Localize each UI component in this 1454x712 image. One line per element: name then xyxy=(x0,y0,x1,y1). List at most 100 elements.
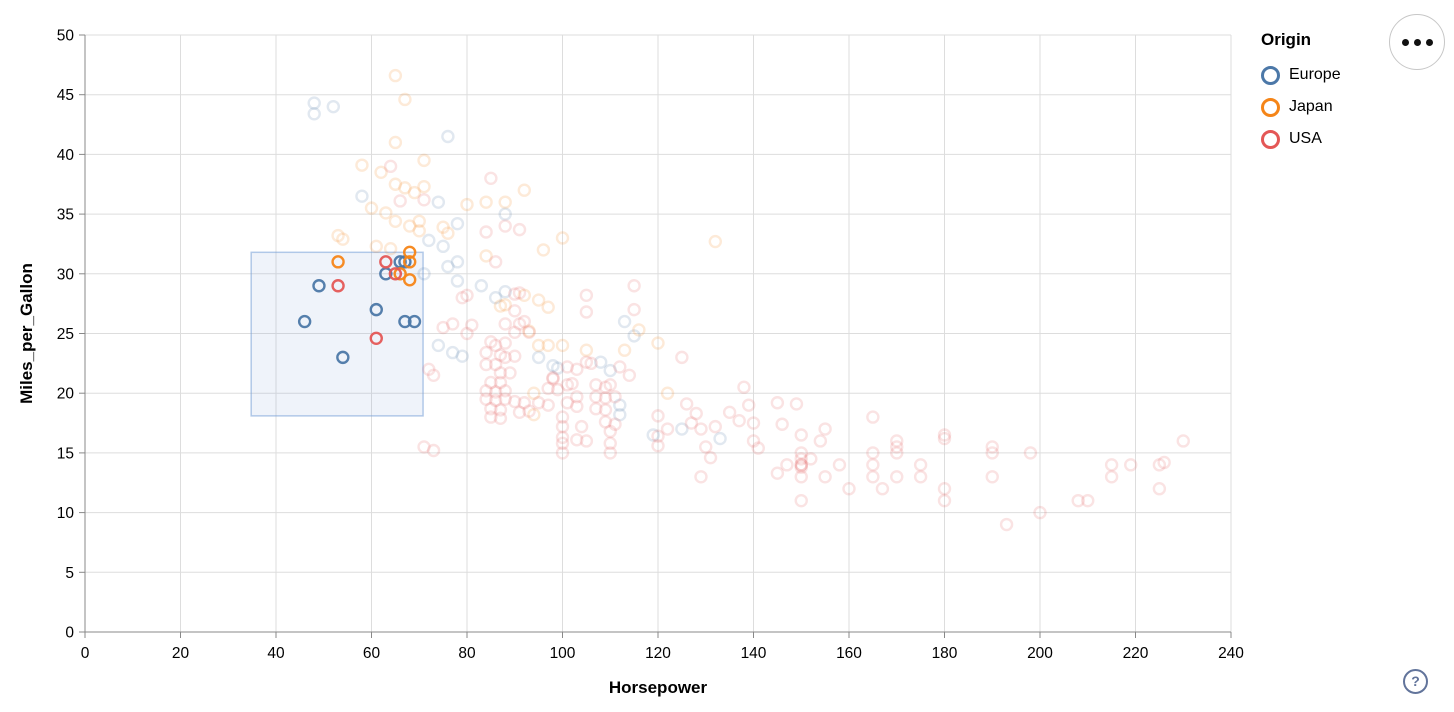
data-point xyxy=(441,129,455,144)
data-point xyxy=(379,206,393,220)
data-point xyxy=(403,219,417,233)
legend-title: Origin xyxy=(1261,30,1312,49)
data-point xyxy=(570,362,584,377)
data-point xyxy=(1152,482,1167,496)
data-point xyxy=(388,68,403,83)
data-point xyxy=(794,428,808,442)
data-point xyxy=(431,195,446,209)
data-point xyxy=(1124,458,1138,472)
data-point xyxy=(589,402,603,416)
brush-selection[interactable] xyxy=(250,251,424,417)
data-point xyxy=(684,416,699,430)
x-tick-label: 60 xyxy=(363,645,381,662)
data-point xyxy=(794,446,808,460)
data-point xyxy=(713,431,727,446)
data-point xyxy=(794,452,808,466)
data-point xyxy=(985,446,999,460)
data-point xyxy=(746,416,761,430)
data-point xyxy=(579,305,594,319)
data-point xyxy=(331,228,345,243)
data-point xyxy=(488,290,503,305)
data-point xyxy=(794,458,808,472)
data-point xyxy=(732,413,746,428)
data-point xyxy=(660,422,675,436)
data-point xyxy=(646,428,660,442)
data-point xyxy=(651,439,665,453)
data-point xyxy=(426,368,441,382)
series-japan-unselected xyxy=(331,68,722,422)
origin-legend: Origin Europe Japan USA xyxy=(1261,30,1341,155)
data-point xyxy=(937,482,952,496)
legend-item-label: Europe xyxy=(1289,66,1341,83)
data-point xyxy=(531,338,546,353)
data-point xyxy=(503,366,517,380)
data-point xyxy=(875,482,890,496)
data-point xyxy=(517,183,531,197)
data-point xyxy=(651,409,665,423)
help-icon[interactable]: ? xyxy=(1403,669,1428,694)
x-tick-label: 0 xyxy=(81,645,90,662)
data-point xyxy=(804,452,818,466)
data-point xyxy=(450,216,465,231)
data-point xyxy=(579,434,594,448)
data-point xyxy=(498,285,512,299)
y-tick-label: 45 xyxy=(57,87,74,104)
x-tick-label: 20 xyxy=(172,645,190,662)
data-point xyxy=(493,348,508,362)
data-point xyxy=(364,201,379,215)
data-point xyxy=(1104,470,1119,484)
data-point xyxy=(512,405,527,420)
x-axis-title: Horsepower xyxy=(609,678,708,697)
data-point xyxy=(508,394,522,409)
data-point xyxy=(484,335,498,349)
data-point xyxy=(694,422,708,436)
legend-item-usa: USA xyxy=(1261,123,1341,155)
x-tick-label: 140 xyxy=(741,645,767,662)
data-point xyxy=(331,279,345,293)
axes: 0 20 40 60 80 100 120 140 160 180 200 220 240 0 5 10 15 2… xyxy=(57,28,1245,663)
data-point xyxy=(598,415,613,429)
y-tick-label: 15 xyxy=(57,445,74,462)
data-point xyxy=(579,343,594,357)
ellipsis-icon xyxy=(1399,38,1435,46)
data-point xyxy=(388,214,403,228)
data-point xyxy=(937,431,952,446)
data-point xyxy=(512,222,527,237)
data-point xyxy=(479,195,493,209)
data-point xyxy=(570,399,584,414)
data-point xyxy=(441,259,455,274)
data-point xyxy=(818,422,832,436)
data-point xyxy=(913,458,928,472)
data-point xyxy=(417,153,431,168)
data-point xyxy=(770,466,785,480)
data-point xyxy=(574,419,589,434)
data-point xyxy=(555,419,570,434)
data-point xyxy=(498,336,512,350)
x-tick-label: 160 xyxy=(836,645,862,662)
data-point xyxy=(445,345,460,360)
data-point xyxy=(579,355,594,369)
x-tick-label: 220 xyxy=(1123,645,1149,662)
data-point xyxy=(617,314,632,329)
data-point xyxy=(703,450,718,465)
data-point xyxy=(488,357,503,372)
data-point xyxy=(527,407,541,422)
data-point xyxy=(493,299,508,313)
data-point xyxy=(531,293,546,307)
data-point xyxy=(531,396,546,410)
data-point xyxy=(546,372,560,386)
data-point xyxy=(422,233,436,248)
data-point xyxy=(832,458,847,472)
data-point xyxy=(555,231,570,245)
data-point xyxy=(465,318,479,332)
data-point xyxy=(436,220,450,234)
data-point xyxy=(450,274,465,288)
data-point xyxy=(770,396,785,410)
data-point xyxy=(570,390,584,404)
data-point xyxy=(355,158,369,172)
data-point xyxy=(555,410,570,424)
actions-menu-button[interactable] xyxy=(1389,14,1445,70)
data-point xyxy=(441,226,455,240)
data-point xyxy=(541,381,555,396)
